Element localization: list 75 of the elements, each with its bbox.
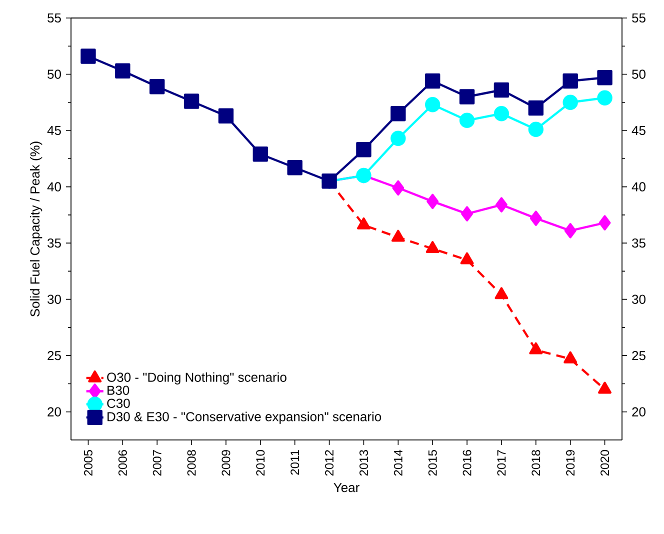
point [424,73,440,89]
point [184,94,200,109]
legend-label: D30 & E30 - "Conservative expansion" scenario [108,412,382,424]
x-tick-label: 2008 [187,450,196,476]
y-tick-label: 50 [48,70,61,79]
x-tick-label: 2005 [84,450,92,476]
point [530,210,542,226]
x-tick-label: 2011 [290,450,300,475]
point [459,89,475,104]
y-tick-label: 30 [48,294,61,304]
x-tick-label: 2016 [462,450,472,476]
y2-tick-label: 25 [632,350,646,360]
x-tick-label: 2009 [222,450,230,476]
y2-tick-label: 50 [632,70,646,79]
point [218,108,234,124]
legend-label: O30 - "Doing Nothing" scenario [107,372,286,384]
point [597,70,612,86]
x-tick-label: 2010 [256,450,265,476]
point [424,97,440,112]
x-axis-title: Year [334,483,360,492]
point [392,180,404,196]
point [149,79,165,94]
point [494,106,510,122]
point [597,90,612,106]
point [494,287,508,300]
point [459,112,475,128]
x-tick-label: 2013 [359,450,368,476]
point [562,73,578,89]
point [356,217,370,230]
point [529,342,543,354]
x-tick-label: 2017 [497,450,506,476]
y-tick-label: 40 [47,182,61,192]
point [426,194,439,210]
y-tick-label: 35 [48,238,61,248]
y-tick-label: 20 [48,407,61,416]
y2-tick-label: 20 [632,407,646,416]
point [528,100,544,116]
point [564,351,578,364]
point [391,230,405,242]
point [115,63,130,78]
point [426,241,440,254]
point [562,94,578,110]
x-tick-label: 2006 [118,450,127,476]
point [598,215,611,230]
y2-tick-label: 35 [632,238,646,248]
x-tick-label: 2018 [532,450,540,476]
point [287,160,302,176]
y2-tick-label: 55 [632,13,646,23]
x-tick-label: 2020 [600,450,610,476]
point [564,223,576,238]
y2-tick-label: 40 [632,182,646,192]
y-tick-label: 55 [48,13,61,23]
y-axis-title: Solid Fuel Capacity / Peak (%) [30,142,42,317]
legend-label: C30 [107,398,130,408]
x-tick-label: 2015 [428,450,437,476]
y2-tick-label: 30 [632,294,646,304]
point [252,146,268,162]
x-tick-label: 2007 [152,450,162,476]
y-tick-label: 45 [47,126,61,136]
point [80,48,96,64]
point [495,197,508,212]
point [356,142,372,158]
point [494,82,510,98]
y2-tick-label: 45 [632,126,646,136]
point [528,122,544,137]
x-tick-label: 2012 [325,450,334,476]
point [390,106,406,122]
x-tick-label: 2019 [566,450,575,476]
point [598,382,612,394]
x-tick-label: 2014 [394,450,402,476]
point [390,130,406,146]
y-tick-label: 25 [48,350,61,360]
legend-label: B30 [108,386,130,395]
point [461,206,474,222]
point [460,252,474,264]
